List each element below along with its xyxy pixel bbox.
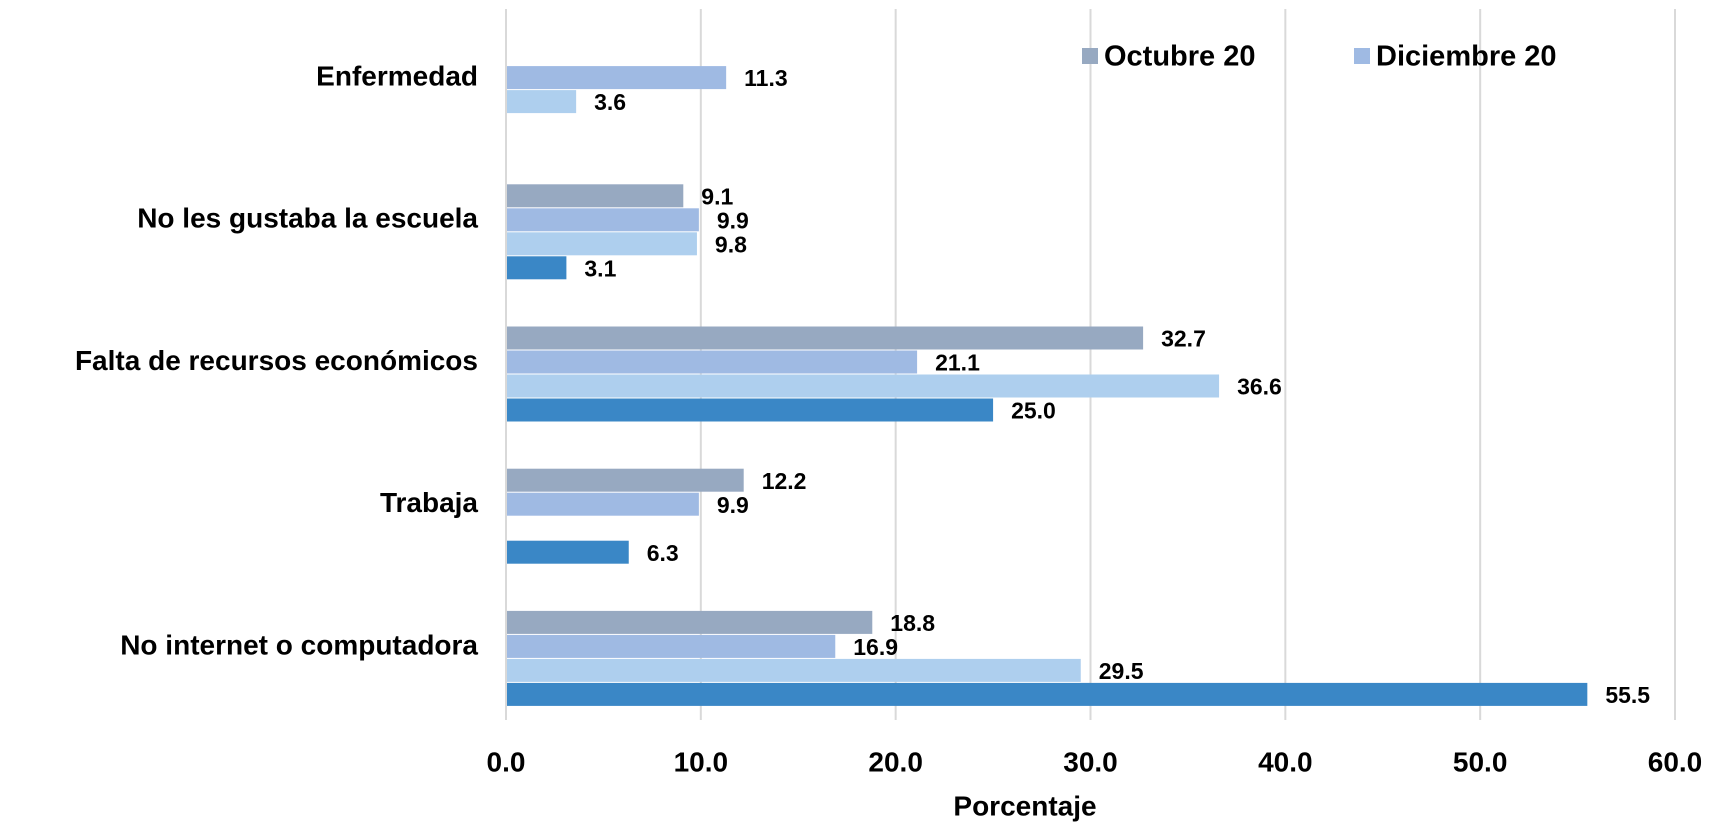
value-label: 9.8 [715,231,747,257]
x-axis-title: Porcentaje [953,790,1096,821]
value-label: 3.1 [584,255,616,281]
value-label: 21.1 [935,350,980,376]
bar [506,610,873,634]
bar [506,256,567,280]
bar [506,682,1588,706]
y-tick-label: Trabaja [380,487,478,518]
x-tick-label: 60.0 [1648,746,1703,777]
value-label: 9.9 [717,207,749,233]
x-tick-label: 50.0 [1453,746,1508,777]
bar [506,540,629,564]
bar [506,208,699,232]
value-label: 9.1 [701,183,733,209]
bar [506,468,744,492]
y-tick-label: No les gustaba la escuela [137,203,478,234]
y-tick-label: Enfermedad [316,60,478,91]
legend-label: Diciembre 20 [1376,41,1557,73]
x-tick-label: 0.0 [487,746,526,777]
bar [506,658,1081,682]
x-tick-label: 30.0 [1063,746,1118,777]
legend-swatch [1354,48,1370,64]
bar [506,398,994,422]
bar [506,634,836,658]
value-label: 16.9 [853,634,898,660]
x-tick-label: 10.0 [674,746,729,777]
bar [506,374,1220,398]
x-tick-label: 40.0 [1258,746,1313,777]
value-label: 11.3 [744,65,788,91]
legend-label: Octubre 20 [1104,41,1256,73]
value-label: 6.3 [647,540,679,566]
bar [506,66,727,90]
bar [506,90,577,114]
value-label: 36.6 [1237,374,1282,400]
value-label: 32.7 [1161,326,1206,352]
bar [506,492,699,516]
x-tick-label: 20.0 [868,746,923,777]
value-label: 25.0 [1011,398,1056,424]
value-label: 3.6 [594,89,626,115]
legend-swatch [1082,48,1098,64]
bar [506,350,918,374]
bar [506,326,1144,350]
bar [506,184,684,208]
y-tick-label: No internet o computadora [120,629,478,660]
bar [506,232,697,256]
value-label: 55.5 [1605,682,1650,708]
value-label: 18.8 [890,610,935,636]
value-label: 29.5 [1099,658,1144,684]
value-label: 9.9 [717,492,749,518]
y-tick-label: Falta de recursos económicos [75,345,478,376]
value-label: 12.2 [762,468,807,494]
